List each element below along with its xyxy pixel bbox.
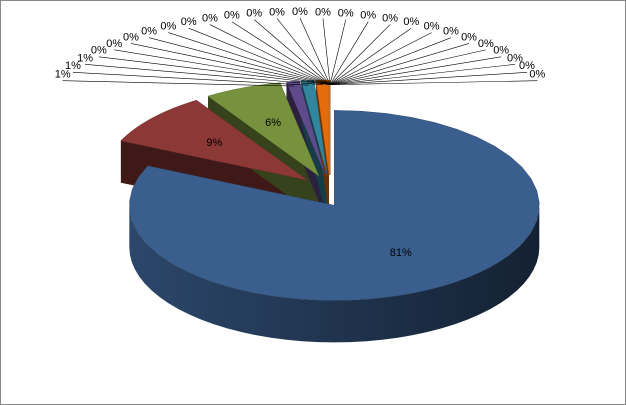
leader-line (130, 43, 331, 86)
leader-line (85, 64, 323, 86)
leader-line (149, 37, 331, 86)
leader-line (329, 64, 515, 86)
data-label: 1% (77, 52, 93, 64)
leader-line (299, 17, 331, 85)
leader-line (329, 37, 452, 86)
leader-line (231, 21, 331, 86)
data-label: 0% (382, 12, 398, 24)
data-label: 0% (507, 52, 523, 64)
data-label: 0% (360, 10, 376, 22)
leader-line (329, 32, 432, 86)
data-label: 0% (123, 31, 139, 43)
data-label: 0% (478, 38, 494, 50)
data-label: 0% (246, 8, 262, 20)
data-label: 81% (390, 247, 412, 259)
data-label: 0% (160, 20, 176, 32)
data-label: 0% (519, 60, 535, 72)
leader-line (209, 24, 331, 86)
data-label: 0% (202, 12, 218, 24)
leader-line (329, 56, 502, 86)
slice (120, 99, 308, 181)
data-label: 1% (65, 60, 81, 72)
data-label: 0% (224, 10, 240, 22)
data-label: 0% (181, 16, 197, 28)
data-label: 0% (461, 31, 477, 43)
data-label: 6% (265, 117, 281, 129)
data-label: 0% (106, 38, 122, 50)
data-label: 1% (55, 69, 71, 81)
data-label: 0% (315, 6, 331, 18)
leader-line (114, 49, 331, 86)
leader-line (329, 80, 538, 86)
leader-line (329, 21, 369, 85)
leader-line (62, 80, 295, 87)
leader-line (329, 19, 347, 85)
data-label: 0% (403, 16, 419, 28)
slice (207, 82, 320, 177)
leader-line (329, 27, 412, 85)
data-label: 0% (269, 6, 285, 18)
data-label: 0% (424, 20, 440, 32)
leader-line (72, 72, 309, 86)
slice-wall (129, 205, 540, 343)
leader-line (168, 32, 331, 86)
leader-line (254, 19, 331, 85)
slice (129, 110, 540, 301)
leader-line (329, 43, 470, 86)
data-label: 0% (141, 26, 157, 38)
data-label: 0% (292, 6, 308, 18)
leader-line (322, 18, 331, 85)
leader-line (98, 56, 331, 86)
leader-line (329, 24, 391, 85)
leader-line (329, 49, 486, 86)
data-label: 0% (443, 26, 459, 38)
data-label: 0% (338, 8, 354, 20)
leader-line (188, 27, 331, 86)
leader-line (329, 72, 528, 86)
data-label: 0% (493, 45, 509, 57)
data-label: 0% (529, 69, 545, 81)
data-label: 9% (206, 137, 222, 149)
leader-line (276, 18, 331, 85)
data-label: 0% (91, 45, 107, 57)
